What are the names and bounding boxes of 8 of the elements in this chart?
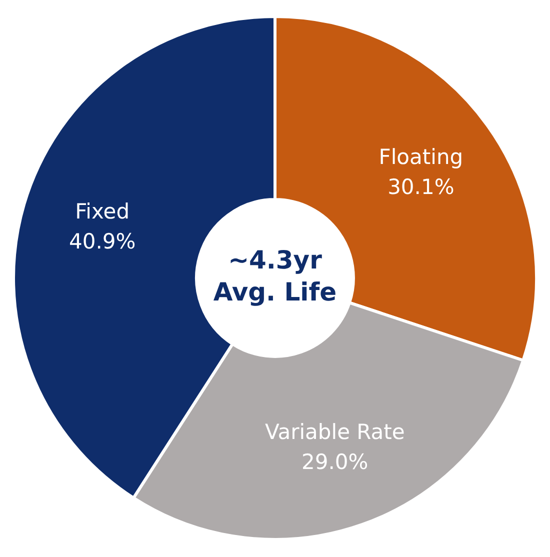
slice-label: Fixed <box>75 200 130 224</box>
data-label: 40.9% <box>68 230 136 254</box>
slice-label: Variable Rate <box>264 420 405 444</box>
text: Avg. Life <box>213 278 337 306</box>
text: ~4.3yr <box>228 246 323 274</box>
data-label: 30.1% <box>388 175 454 200</box>
slice-label: Floating <box>378 145 464 170</box>
data-label: 29.0% <box>302 450 368 474</box>
